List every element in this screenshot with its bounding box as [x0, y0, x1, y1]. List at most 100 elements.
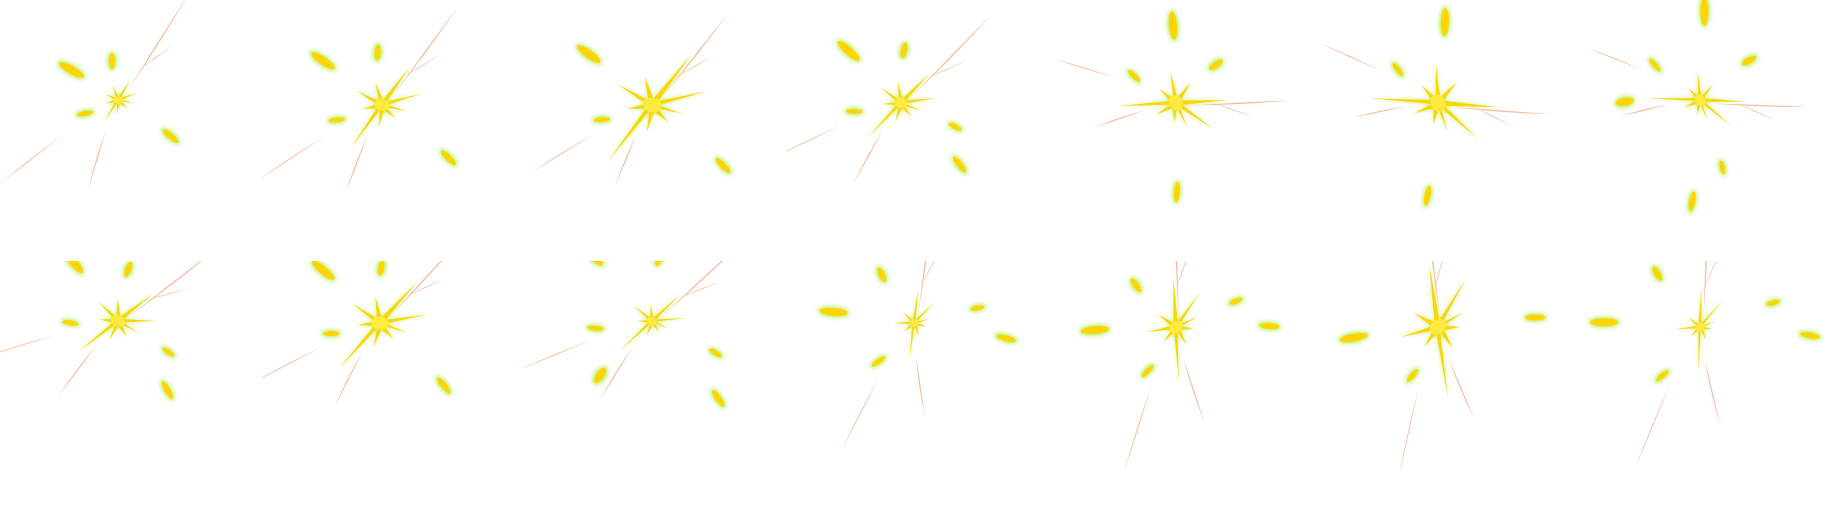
burst-highlight — [909, 318, 919, 328]
spark-group — [310, 261, 453, 396]
spark — [1078, 324, 1111, 336]
burst-core-group — [78, 293, 157, 352]
light-streak — [334, 350, 363, 407]
spark-group — [1078, 276, 1282, 379]
light-streak — [1051, 58, 1116, 79]
burst-frame-14 — [1588, 261, 1822, 468]
light-streak — [599, 346, 633, 401]
spark — [1717, 158, 1727, 177]
burst-core-group — [1647, 71, 1747, 126]
burst-frame-11 — [817, 261, 1018, 451]
burst-core-group — [1675, 287, 1723, 372]
light-streak — [679, 282, 720, 298]
spark — [844, 107, 865, 116]
burst-core-group — [607, 54, 706, 162]
sprite-frame-1 — [0, 0, 262, 261]
spark — [1390, 61, 1405, 78]
light-streak — [1704, 358, 1720, 425]
spark — [710, 388, 727, 409]
sprite-frame-2 — [262, 0, 524, 261]
sprite-frame-11 — [786, 261, 1048, 522]
spark — [580, 261, 605, 268]
streak-group — [262, 5, 460, 193]
streak-group — [841, 261, 941, 451]
light-streak — [1620, 104, 1669, 117]
light-streak — [1189, 100, 1290, 106]
light-streak — [675, 56, 713, 78]
spark — [1405, 367, 1420, 384]
light-streak — [404, 278, 444, 297]
spark-group — [817, 266, 1018, 369]
spark — [592, 366, 608, 385]
spark — [1167, 9, 1179, 42]
light-streak — [262, 136, 325, 182]
streak-group — [1319, 43, 1552, 126]
burst-highlight — [374, 99, 390, 111]
spark-group — [1338, 313, 1548, 384]
spark — [653, 261, 665, 268]
sprite-frame-8 — [0, 261, 262, 522]
sprite-frame-5 — [1048, 0, 1310, 261]
burst-highlight — [110, 315, 126, 327]
light-streak — [919, 261, 941, 288]
spark-group — [309, 43, 458, 167]
burst-frame-3 — [530, 12, 733, 188]
light-streak — [1094, 110, 1145, 128]
sprite-frame-7 — [1572, 0, 1834, 261]
burst-frame-2 — [262, 5, 460, 193]
light-streak — [1448, 357, 1475, 420]
burst-frame-6 — [1319, 6, 1552, 208]
burst-highlight — [642, 97, 662, 113]
light-streak — [1586, 47, 1643, 70]
spark — [1654, 368, 1671, 383]
sprite-frame-9 — [262, 261, 524, 522]
streak-group — [786, 14, 992, 185]
burst-frame-13 — [1338, 261, 1548, 477]
spark — [968, 303, 987, 313]
sprite-frame-13 — [1310, 261, 1572, 522]
spark — [1650, 265, 1664, 283]
light-streak — [915, 355, 925, 418]
spark — [160, 345, 177, 359]
burst-frame-5 — [1051, 9, 1290, 205]
spark — [869, 354, 888, 369]
spark — [1740, 54, 1758, 67]
spark — [160, 379, 175, 401]
burst-frame-10 — [524, 261, 747, 409]
streak-group — [524, 261, 747, 401]
burst-frame-7 — [1586, 0, 1808, 214]
burst-frame-1 — [0, 0, 186, 190]
light-streak — [1319, 43, 1382, 71]
light-streak — [88, 130, 106, 190]
spark — [1614, 95, 1636, 109]
burst-highlight — [894, 97, 908, 109]
spark — [875, 266, 888, 284]
sprite-frame-4 — [786, 0, 1048, 261]
burst-core-group — [1117, 71, 1228, 130]
burst-core-group — [338, 282, 428, 369]
sprite-frame-6 — [1310, 0, 1572, 261]
sprite-frame-12 — [1048, 261, 1310, 522]
burst-frame-4 — [786, 14, 992, 185]
light-streak — [1735, 102, 1776, 121]
spark-group — [836, 39, 968, 175]
burst-highlight — [1169, 320, 1183, 334]
light-streak — [262, 347, 320, 386]
spark — [1588, 316, 1621, 328]
spark-group — [580, 261, 727, 409]
burst-core-group — [1400, 264, 1466, 398]
spark — [1129, 276, 1143, 294]
burst-highlight — [1429, 319, 1447, 335]
spark — [1172, 180, 1182, 205]
streak-group — [0, 0, 186, 190]
spark — [898, 41, 910, 60]
spark — [951, 154, 968, 175]
streak-group — [1398, 261, 1475, 477]
light-streak — [1703, 261, 1709, 314]
light-streak — [345, 134, 368, 193]
light-streak — [1702, 261, 1721, 292]
spark — [435, 375, 453, 396]
light-streak — [912, 14, 992, 96]
burst-frame-8 — [0, 261, 220, 401]
spark — [160, 127, 181, 145]
